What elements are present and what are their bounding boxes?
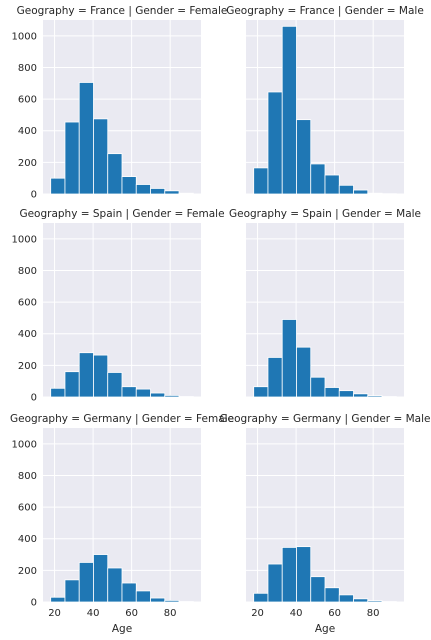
y-tick-label: 800	[18, 471, 37, 482]
y-tick-label: 600	[18, 95, 37, 106]
histogram-bar	[107, 153, 123, 195]
histogram-bar	[64, 579, 80, 603]
panel-background	[43, 223, 201, 397]
histogram-bar	[93, 354, 109, 398]
histogram-bar	[353, 189, 369, 195]
histogram-bar	[253, 592, 269, 603]
y-tick-label: 0	[31, 393, 37, 404]
histogram-bar	[296, 546, 312, 603]
histogram-bar	[324, 587, 340, 603]
x-tick-label: 40	[87, 608, 100, 619]
y-tick-label: 400	[18, 329, 37, 340]
histogram-bar	[353, 393, 369, 398]
histogram-bar	[267, 357, 283, 398]
histogram-bar	[310, 376, 326, 398]
y-tick-label: 800	[18, 266, 37, 277]
y-tick-label: 200	[18, 158, 37, 169]
y-tick-label: 1000	[12, 439, 37, 450]
x-tick-label: 80	[367, 608, 380, 619]
facet-panel: Geography = Spain | Gender = Male	[229, 208, 421, 398]
histogram-bar	[281, 25, 297, 195]
histogram-bar	[310, 163, 326, 195]
panel-title: Geography = Spain | Gender = Female	[19, 208, 224, 220]
x-tick-label: 60	[328, 608, 341, 619]
panel-title: Geography = Germany | Gender = Male	[220, 413, 431, 425]
histogram-bar	[367, 600, 383, 603]
x-tick-label: 20	[251, 608, 264, 619]
histogram-bar	[253, 386, 269, 398]
y-tick-label: 200	[18, 566, 37, 577]
histogram-bar	[178, 192, 194, 195]
histogram-bar	[164, 395, 180, 398]
histogram-bar	[267, 91, 283, 195]
panel-title: Geography = France | Gender = Female	[17, 5, 228, 17]
histogram-bar	[64, 121, 80, 195]
facet-panel: Geography = Germany | Gender = Female 0 20…	[10, 413, 234, 635]
histogram-bar	[281, 547, 297, 603]
histogram-bar	[367, 395, 383, 398]
histogram-bar	[338, 184, 354, 195]
histogram-bar	[164, 600, 180, 603]
y-tick-label: 800	[18, 63, 37, 74]
histogram-bar	[64, 371, 80, 398]
y-tick-label: 0	[31, 598, 37, 609]
histogram-bar	[50, 596, 66, 603]
panel-title: Geography = Spain | Gender = Male	[229, 208, 421, 220]
histogram-bar	[121, 582, 137, 603]
x-tick-label: 20	[48, 608, 61, 619]
histogram-bar	[296, 346, 312, 398]
facet-panel: Geography = France | Gender = Male	[226, 5, 424, 195]
histogram-bar	[78, 82, 94, 195]
y-tick-label: 600	[18, 298, 37, 309]
histogram-bar	[121, 176, 137, 195]
y-tick-label: 0	[31, 190, 37, 201]
panel-title: Geography = Germany | Gender = Female	[10, 413, 234, 425]
histogram-bar	[78, 352, 94, 398]
y-tick-label: 200	[18, 361, 37, 372]
y-tick-label: 400	[18, 534, 37, 545]
x-axis-label: Age	[315, 623, 335, 635]
x-tick-label: 60	[125, 608, 138, 619]
panel-title: Geography = France | Gender = Male	[226, 5, 424, 17]
y-tick-label: 1000	[12, 234, 37, 245]
y-tick-label: 1000	[12, 31, 37, 42]
histogram-bar	[150, 597, 166, 603]
histogram-bar	[324, 387, 340, 398]
histogram-bar	[353, 598, 369, 603]
histogram-bar	[107, 372, 123, 398]
histogram-bar	[50, 387, 66, 398]
facet-panel: Geography = France | Gender = Female 0 200…	[12, 5, 228, 201]
histogram-bar	[338, 594, 354, 603]
y-tick-label: 400	[18, 126, 37, 137]
histogram-bar	[150, 188, 166, 195]
histogram-bar	[107, 567, 123, 603]
x-tick-label: 40	[290, 608, 303, 619]
facet-panel: Geography = Spain | Gender = Female 0 200 4…	[12, 208, 225, 404]
histogram-bar	[135, 184, 151, 195]
x-axis-label: Age	[112, 623, 132, 635]
histogram-bar	[93, 554, 109, 603]
y-tick-label: 600	[18, 503, 37, 514]
histogram-bar	[78, 562, 94, 603]
facet-panel: Geography = Germany | Gender = Male 20 40 6…	[220, 413, 431, 635]
histogram-bar	[150, 392, 166, 398]
histogram-bar	[281, 319, 297, 398]
histogram-bar	[324, 174, 340, 195]
histogram-bar	[135, 590, 151, 603]
histogram-bar	[93, 118, 109, 195]
histogram-bar	[135, 388, 151, 398]
histogram-bar	[296, 119, 312, 195]
histogram-bar	[310, 576, 326, 603]
histogram-bar	[253, 167, 269, 195]
histogram-bar	[367, 192, 383, 195]
x-tick-label: 80	[164, 608, 177, 619]
histogram-bar	[267, 563, 283, 603]
histogram-bar	[338, 390, 354, 398]
histogram-bar	[164, 190, 180, 195]
histogram-bar	[50, 177, 66, 195]
histogram-bar	[121, 386, 137, 398]
